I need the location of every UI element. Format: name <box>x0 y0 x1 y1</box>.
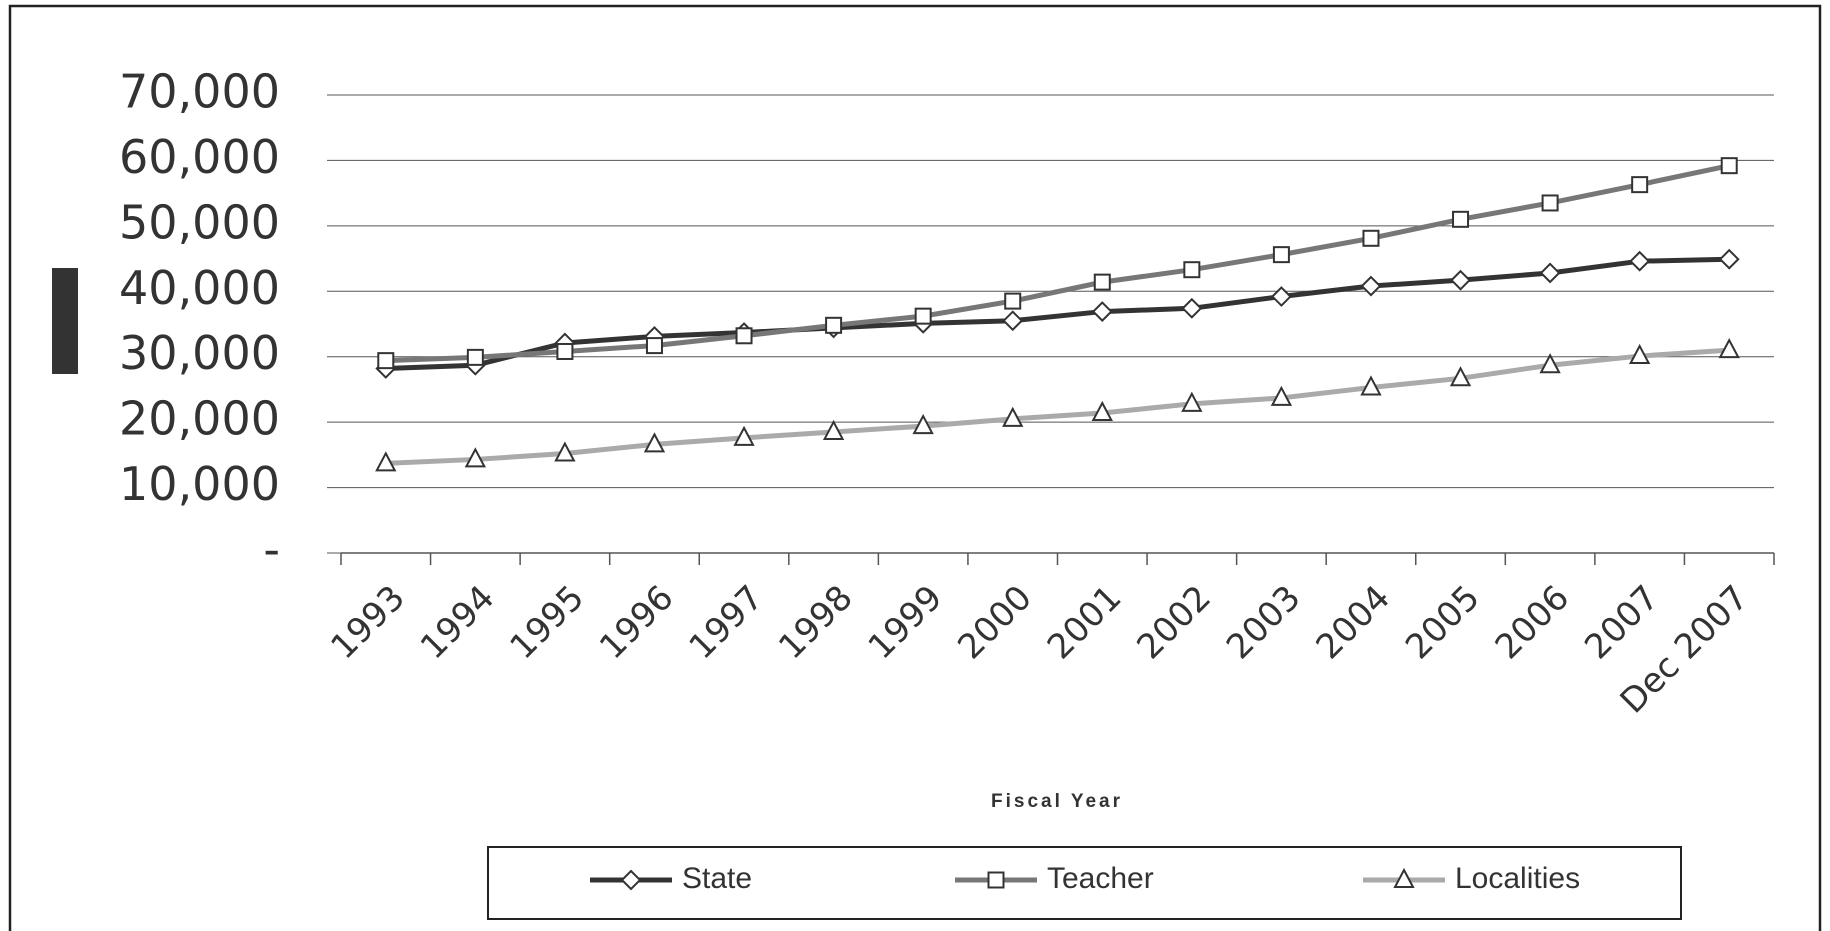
marker <box>1181 297 1203 319</box>
x-tick-label: 2005 <box>1398 578 1487 667</box>
x-tick-label: 1998 <box>771 578 860 667</box>
marker <box>466 348 484 366</box>
series <box>375 338 1740 472</box>
y-tick-label: 30,000 <box>119 326 280 380</box>
marker <box>1091 400 1113 421</box>
marker <box>620 869 642 891</box>
marker <box>1360 275 1382 297</box>
series-line <box>385 347 1730 466</box>
x-tick-label: 1996 <box>592 578 681 667</box>
marker <box>1629 250 1651 272</box>
legend: State Teacher Localities <box>487 846 1682 920</box>
marker <box>987 871 1005 889</box>
y-tick-label: 60,000 <box>119 130 280 184</box>
marker <box>643 432 666 453</box>
marker <box>1631 176 1649 194</box>
marker <box>1718 338 1740 359</box>
marker <box>1450 269 1471 291</box>
marker <box>1360 375 1382 396</box>
marker <box>556 342 574 360</box>
marker <box>912 413 934 435</box>
legend-label: Teacher <box>1047 862 1154 895</box>
marker <box>822 419 845 440</box>
marker <box>825 316 843 334</box>
marker <box>1181 391 1203 412</box>
marker <box>1628 343 1651 365</box>
marker <box>1270 385 1293 406</box>
x-axis-title: Fiscal Year <box>991 791 1123 812</box>
x-tick-label: 1994 <box>413 578 502 667</box>
marker <box>1093 273 1111 291</box>
marker <box>1539 353 1561 374</box>
marker <box>1272 246 1290 264</box>
marker <box>1091 301 1113 322</box>
x-tick-label: 1995 <box>503 578 592 667</box>
marker <box>1718 248 1740 270</box>
marker <box>1449 366 1472 387</box>
x-tick-label: 2003 <box>1219 578 1308 667</box>
marker <box>733 425 755 446</box>
marker <box>1539 262 1561 284</box>
y-tick-label: 20,000 <box>119 392 280 446</box>
marker <box>914 307 932 325</box>
marker <box>1452 210 1470 228</box>
series-line <box>385 256 1730 371</box>
x-tick-label: 1993 <box>323 578 412 667</box>
marker <box>1541 194 1559 212</box>
series <box>377 157 1738 370</box>
marker <box>464 447 487 468</box>
marker <box>1720 157 1738 175</box>
chart-border <box>8 4 1822 931</box>
x-tick-label: 2002 <box>1129 578 1218 667</box>
marker <box>1004 292 1022 310</box>
y-tick-label: 10,000 <box>119 457 280 511</box>
axis-placeholder <box>52 268 78 374</box>
legend-label: State <box>682 862 752 895</box>
marker <box>1270 286 1292 307</box>
marker <box>1002 310 1024 332</box>
x-tick-label: 1997 <box>682 578 771 667</box>
marker <box>375 451 397 472</box>
x-tick-label: 1999 <box>861 578 950 667</box>
legend-box <box>487 846 1682 920</box>
marker <box>1002 406 1024 427</box>
legend-label: Localities <box>1455 862 1580 895</box>
marker <box>377 352 395 370</box>
y-tick-label: 70,000 <box>119 65 280 119</box>
marker <box>554 441 576 462</box>
x-tick-label: 2006 <box>1488 578 1577 667</box>
marker <box>1362 229 1380 247</box>
x-tick-label: 2000 <box>950 578 1039 667</box>
y-tick-label: - <box>263 523 280 577</box>
marker <box>1393 867 1415 888</box>
marker <box>735 327 753 345</box>
marker <box>1183 261 1201 279</box>
series <box>375 248 1740 379</box>
x-tick-label: 2004 <box>1309 578 1398 667</box>
series-line <box>385 163 1730 364</box>
y-tick-label: 40,000 <box>119 261 280 315</box>
marker <box>645 337 663 355</box>
x-tick-label: 2001 <box>1040 578 1129 667</box>
y-tick-label: 50,000 <box>119 195 280 249</box>
